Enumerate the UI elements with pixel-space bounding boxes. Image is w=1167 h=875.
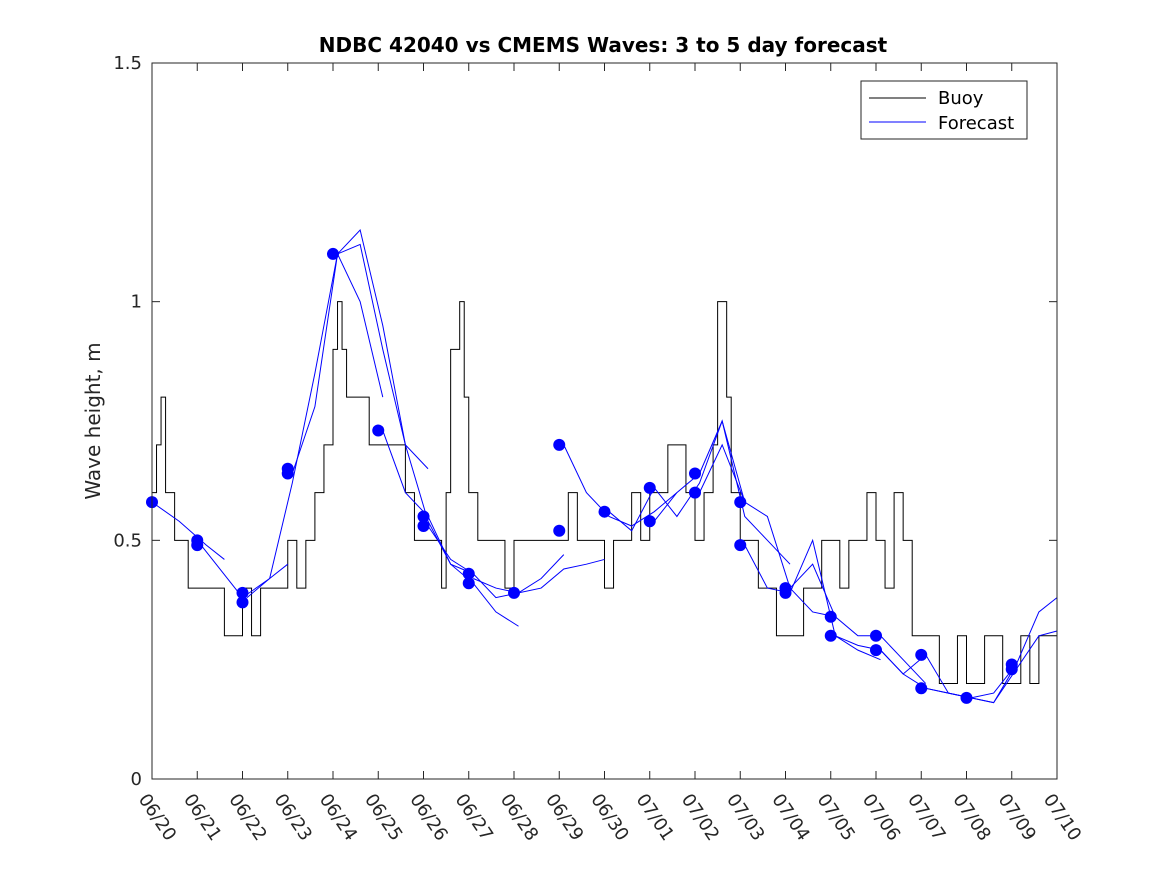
- forecast-start-marker: [1005, 663, 1018, 676]
- forecast-run-line: [427, 525, 565, 599]
- forecast-start-marker: [553, 438, 566, 451]
- forecast-start-marker: [417, 510, 430, 523]
- forecast-start-marker: [553, 524, 566, 537]
- forecast-run-line: [925, 597, 1058, 699]
- forecast-run-line: [473, 558, 605, 594]
- forecast-start-marker: [236, 586, 249, 599]
- forecast-start-marker: [779, 586, 792, 599]
- y-tick-label: 1.5: [113, 53, 142, 74]
- forecast-start-marker: [643, 481, 656, 494]
- buoy-series-line: [152, 301, 1057, 685]
- forecast-start-marker: [327, 247, 339, 260]
- forecast-start-marker: [372, 424, 385, 437]
- axes-background: [152, 63, 1057, 779]
- legend-buoy-label: Buoy: [938, 88, 984, 109]
- forecast-start-marker: [734, 496, 747, 509]
- forecast-start-marker: [870, 629, 882, 642]
- forecast-start-marker: [191, 539, 204, 552]
- forecast-run-line: [653, 419, 791, 565]
- forecast-start-marker: [870, 644, 882, 657]
- forecast-start-marker: [462, 567, 475, 580]
- y-tick-label: 1: [131, 292, 142, 313]
- forecast-start-marker: [462, 577, 475, 590]
- plot-area: [146, 62, 1058, 780]
- y-tick-label: 0: [131, 769, 142, 790]
- forecast-run-line: [789, 587, 927, 684]
- forecast-start-marker: [689, 486, 701, 499]
- forecast-start-marker: [915, 682, 928, 695]
- y-axis: 0 0.5 1 1.5: [113, 53, 1057, 790]
- forecast-start-marker: [734, 539, 747, 552]
- forecast-start-marker: [236, 596, 249, 609]
- legend: Buoy Forecast: [860, 80, 1028, 140]
- forecast-start-marker: [915, 648, 928, 661]
- forecast-start-marker: [508, 586, 520, 599]
- forecast-start-marker: [960, 691, 973, 704]
- forecast-start-marker: [689, 467, 701, 480]
- forecast-start-marker: [824, 629, 837, 642]
- y-tick-label: 0.5: [113, 530, 142, 551]
- legend-forecast-label: Forecast: [938, 113, 1014, 134]
- forecast-run-line: [151, 501, 225, 560]
- legend-box: [860, 80, 1028, 140]
- y-axis-label: Wave height, m: [81, 342, 105, 499]
- chart-title: NDBC 42040 vs CMEMS Waves: 3 to 5 day fo…: [319, 33, 888, 57]
- forecast-run-line: [246, 252, 384, 598]
- forecast-run-line: [744, 538, 881, 661]
- forecast-start-marker: [824, 610, 837, 623]
- forecast-start-marker: [417, 520, 430, 533]
- forecast-run-line: [382, 430, 519, 627]
- forecast-start-marker: [281, 467, 294, 480]
- forecast-run-line: [699, 443, 836, 617]
- forecast-start-marker: [643, 515, 656, 528]
- forecast-start-marker: [598, 505, 611, 518]
